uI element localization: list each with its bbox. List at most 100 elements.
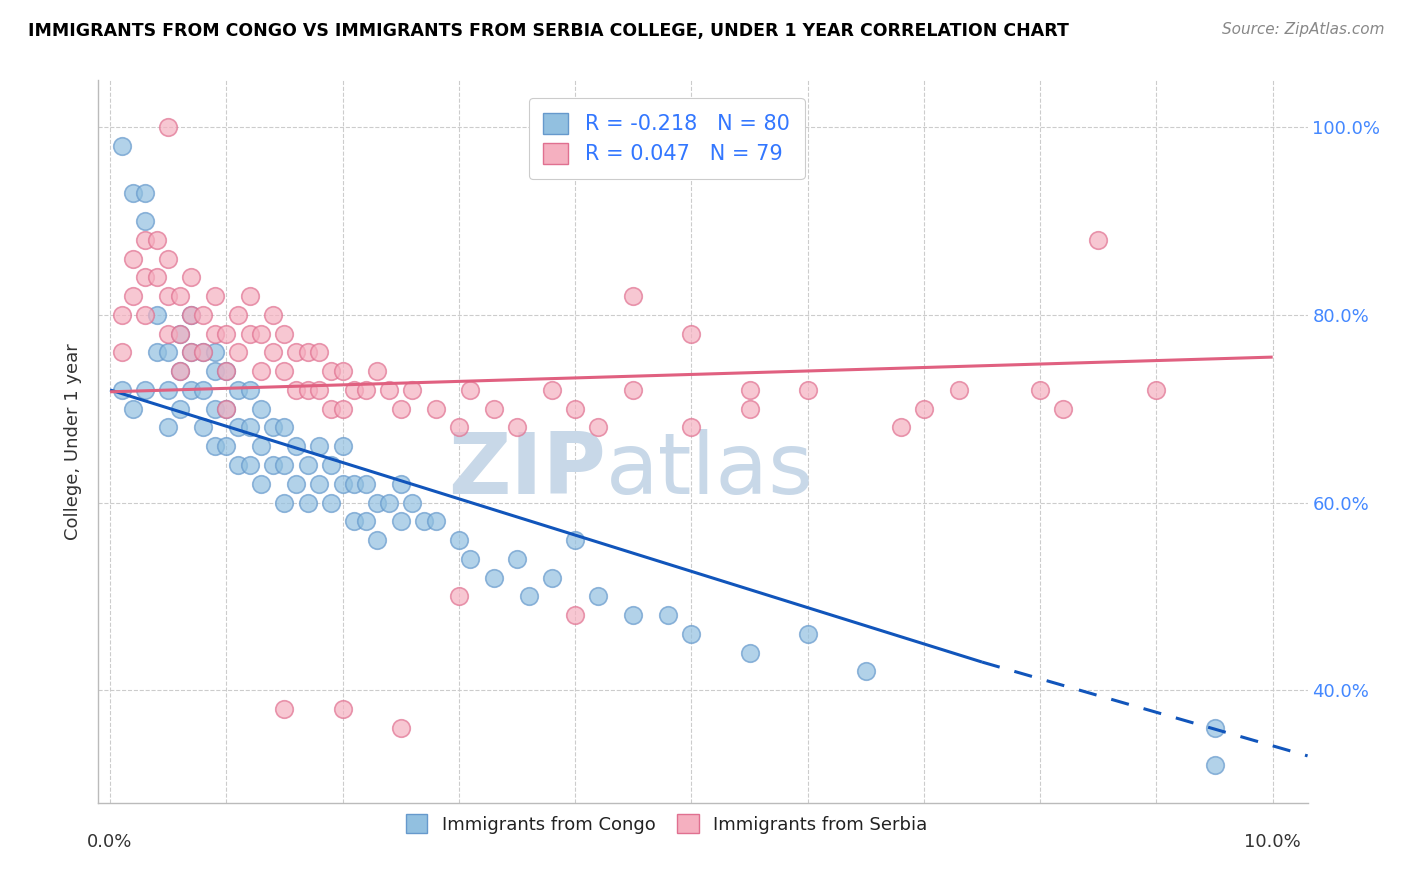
Point [564, 608, 586, 623]
Point [308, 345, 330, 359]
Point [157, 120, 180, 135]
Point [332, 401, 354, 416]
Point [588, 420, 610, 434]
Point [343, 476, 366, 491]
Point [145, 308, 167, 322]
Point [506, 551, 529, 566]
Point [621, 608, 644, 623]
Point [215, 401, 238, 416]
Point [134, 308, 156, 322]
Point [111, 345, 134, 359]
Point [134, 186, 156, 200]
Point [134, 214, 156, 228]
Point [948, 383, 970, 397]
Point [134, 233, 156, 247]
Point [319, 458, 342, 472]
Point [319, 364, 342, 378]
Point [389, 476, 412, 491]
Point [239, 326, 262, 341]
Text: Source: ZipAtlas.com: Source: ZipAtlas.com [1222, 22, 1385, 37]
Point [215, 364, 238, 378]
Point [1029, 383, 1052, 397]
Point [250, 326, 273, 341]
Point [250, 476, 273, 491]
Point [239, 383, 262, 397]
Point [180, 383, 202, 397]
Point [332, 439, 354, 453]
Point [482, 401, 505, 416]
Point [319, 401, 342, 416]
Point [180, 270, 202, 285]
Point [389, 721, 412, 735]
Point [1204, 721, 1226, 735]
Point [389, 514, 412, 528]
Point [354, 383, 377, 397]
Point [297, 495, 319, 509]
Point [273, 420, 295, 434]
Point [180, 308, 202, 322]
Text: 10.0%: 10.0% [1244, 833, 1301, 851]
Point [332, 702, 354, 716]
Point [401, 383, 423, 397]
Point [145, 345, 167, 359]
Point [111, 308, 134, 322]
Point [506, 420, 529, 434]
Point [169, 326, 191, 341]
Point [681, 627, 703, 641]
Point [204, 345, 226, 359]
Point [621, 383, 644, 397]
Point [239, 289, 262, 303]
Text: 0.0%: 0.0% [87, 833, 132, 851]
Point [262, 458, 284, 472]
Point [401, 495, 423, 509]
Point [332, 476, 354, 491]
Point [111, 139, 134, 153]
Point [226, 458, 249, 472]
Point [204, 401, 226, 416]
Point [250, 401, 273, 416]
Point [273, 326, 295, 341]
Text: atlas: atlas [606, 429, 814, 512]
Point [262, 345, 284, 359]
Point [157, 420, 180, 434]
Point [681, 420, 703, 434]
Point [366, 533, 388, 547]
Point [285, 476, 308, 491]
Point [378, 495, 401, 509]
Point [180, 308, 202, 322]
Point [157, 345, 180, 359]
Point [262, 308, 284, 322]
Point [657, 608, 679, 623]
Point [157, 383, 180, 397]
Point [134, 270, 156, 285]
Point [273, 702, 295, 716]
Point [332, 364, 354, 378]
Point [204, 289, 226, 303]
Point [191, 383, 214, 397]
Point [157, 326, 180, 341]
Point [308, 383, 330, 397]
Point [297, 383, 319, 397]
Point [145, 233, 167, 247]
Point [1052, 401, 1074, 416]
Point [738, 646, 761, 660]
Point [1144, 383, 1167, 397]
Point [239, 420, 262, 434]
Point [250, 364, 273, 378]
Point [564, 533, 586, 547]
Legend: Immigrants from Congo, Immigrants from Serbia: Immigrants from Congo, Immigrants from S… [395, 804, 938, 845]
Point [226, 383, 249, 397]
Point [297, 458, 319, 472]
Point [1087, 233, 1109, 247]
Point [1204, 758, 1226, 772]
Point [111, 383, 134, 397]
Point [738, 401, 761, 416]
Point [215, 439, 238, 453]
Point [912, 401, 935, 416]
Point [482, 571, 505, 585]
Point [191, 308, 214, 322]
Point [285, 439, 308, 453]
Point [250, 439, 273, 453]
Point [145, 270, 167, 285]
Point [447, 533, 470, 547]
